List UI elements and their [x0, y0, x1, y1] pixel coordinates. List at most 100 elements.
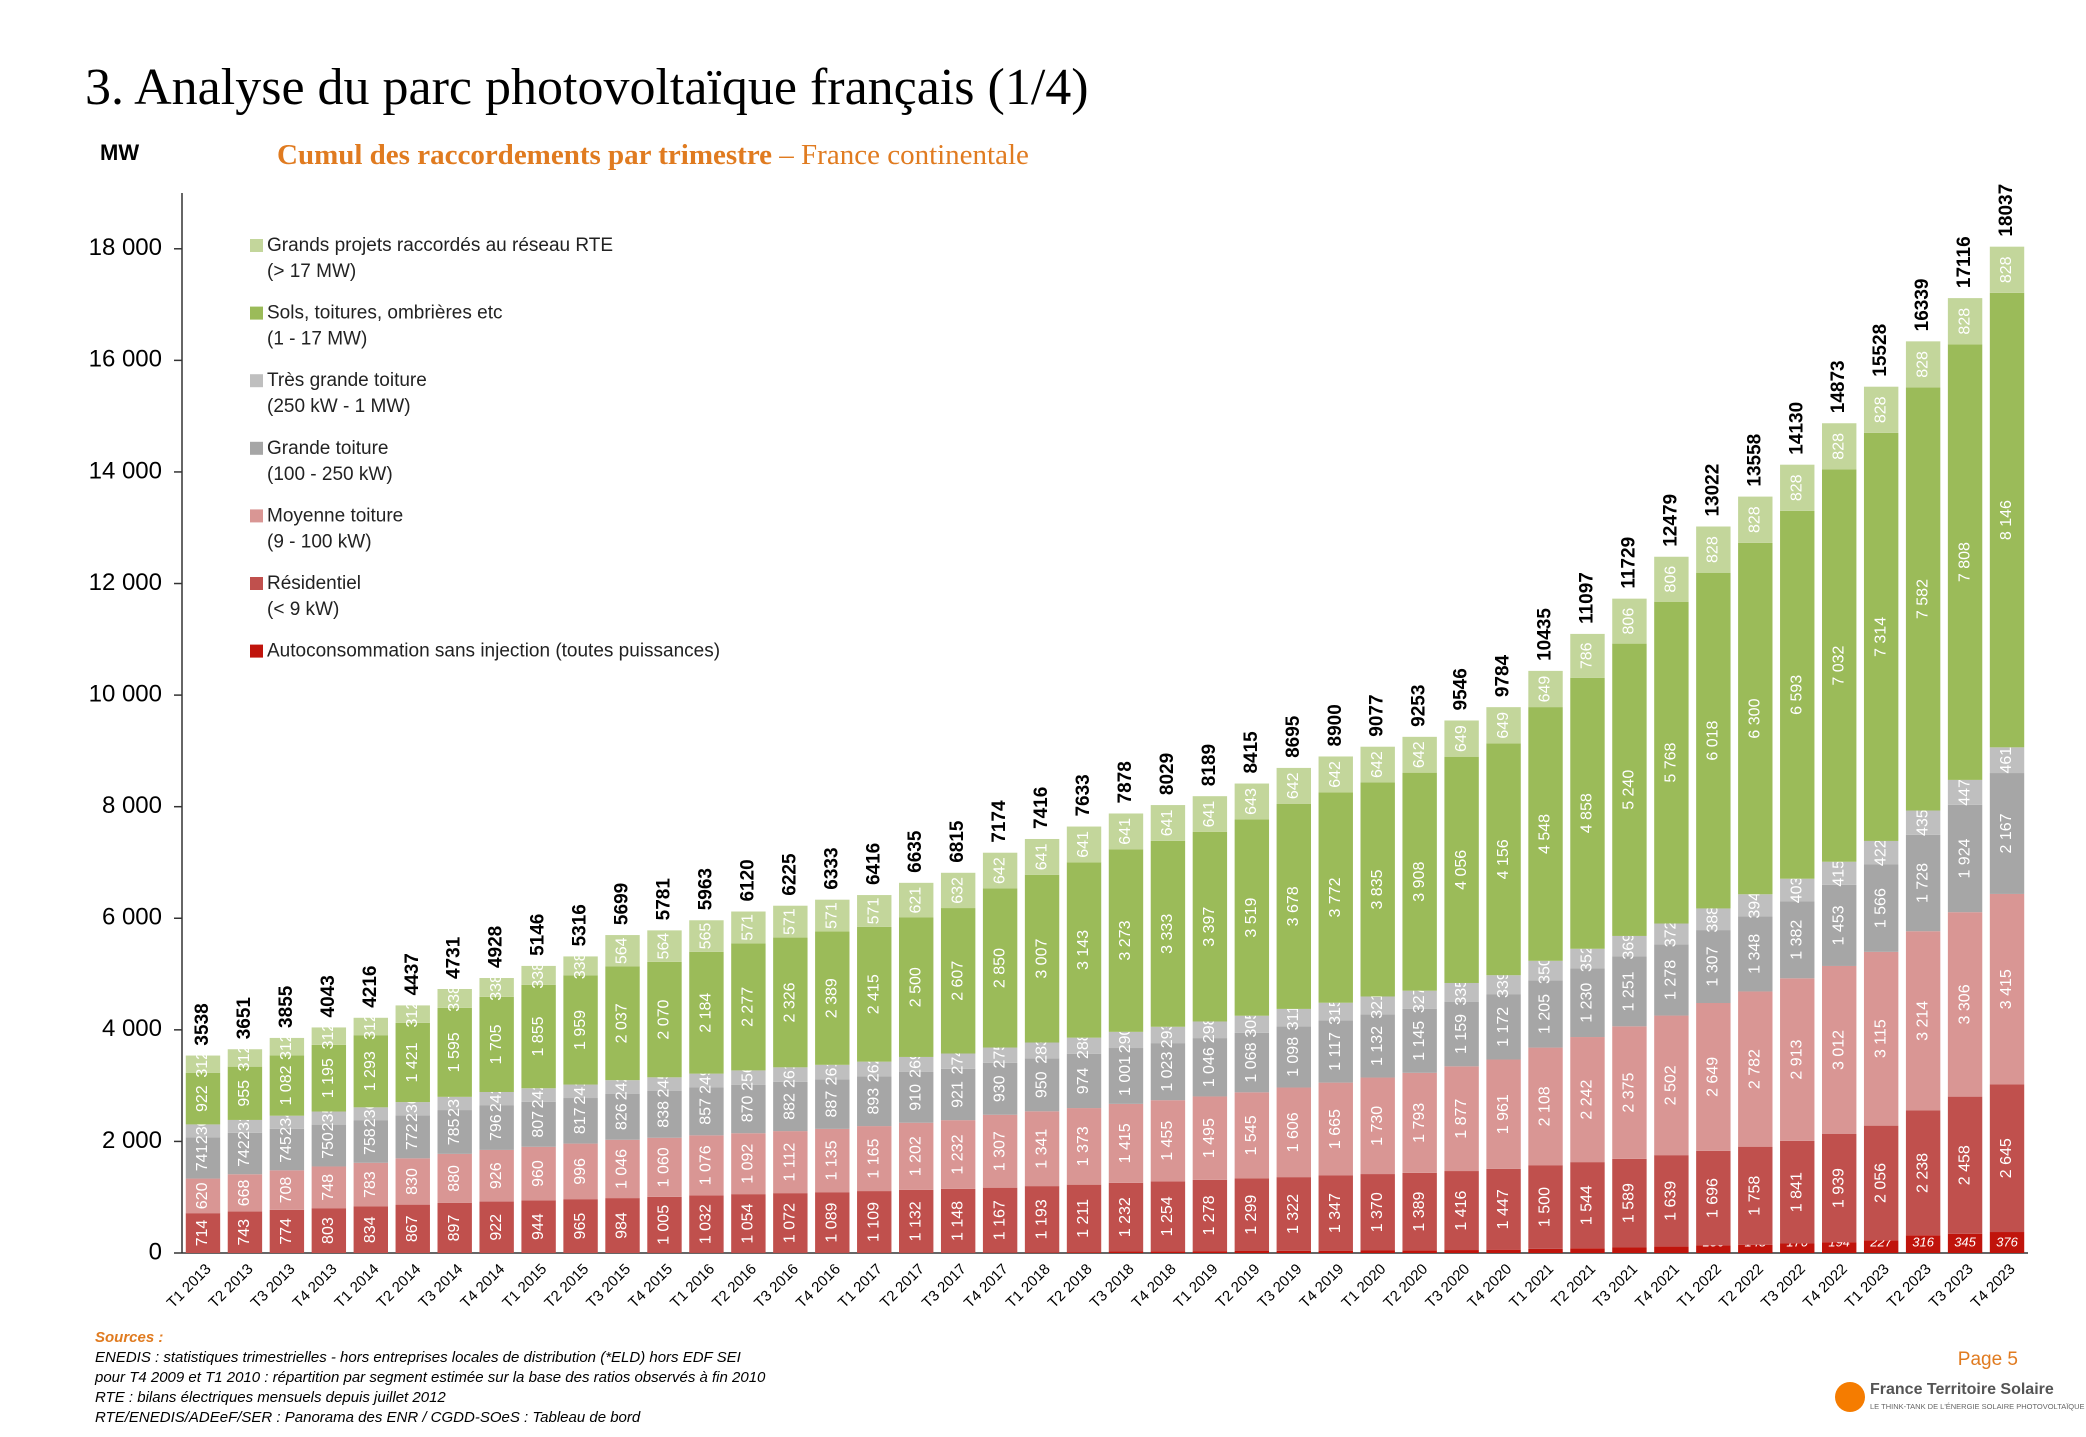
total-label: 7416: [1031, 787, 1052, 829]
segment-label: 571: [865, 898, 882, 925]
bar-segment: [1318, 792, 1353, 1003]
bar-segment: [982, 852, 1018, 889]
segment-label: 312: [236, 1045, 253, 1072]
y-tick-label: 2 000: [102, 1127, 162, 1154]
segment-label: 641: [1033, 843, 1050, 870]
bar-segment: [1150, 1026, 1186, 1044]
bar-segment: [1905, 810, 1941, 835]
segment-label: 1 606: [1285, 1112, 1302, 1152]
segment-label: 571: [740, 914, 757, 941]
legend-swatch: [250, 644, 263, 658]
segment-label: 8 146: [1998, 500, 2015, 540]
segment-label: 1 373: [1075, 1126, 1092, 1166]
bar-segment: [521, 1088, 556, 1102]
bar-segment: [1402, 772, 1437, 991]
bar-segment: [1192, 1021, 1228, 1039]
bar-segment: [1696, 1150, 1731, 1246]
bar-segment: [1108, 1251, 1144, 1253]
legend-label: Sols, toitures, ombrières etc: [267, 303, 502, 324]
legend-description: (100 - 250 kW): [267, 464, 393, 485]
segment-label: 1 076: [698, 1145, 715, 1185]
total-label: 5963: [695, 868, 716, 910]
segment-label: 708: [278, 1177, 295, 1204]
total-label: 15528: [1870, 324, 1891, 377]
segment-label: 7 032: [1830, 645, 1847, 685]
bar-segment: [1528, 1165, 1563, 1249]
segment-label: 893: [865, 1088, 882, 1115]
segment-label: 403: [1788, 877, 1805, 904]
segment-label: 1 195: [320, 1058, 337, 1098]
bar-segment: [1989, 773, 2025, 894]
bar-segment: [1780, 464, 1815, 511]
bar-segment: [1654, 556, 1689, 602]
total-label: 5316: [570, 904, 591, 946]
bar-segment: [521, 984, 556, 1089]
bar-segment: [1822, 423, 1857, 470]
bar-segment: [269, 1170, 305, 1210]
y-tick-label: 12 000: [89, 569, 162, 596]
segment-label: 974: [1075, 1067, 1092, 1094]
bar-segment: [227, 1119, 263, 1133]
bar-segment: [1822, 1134, 1857, 1243]
segment-label: 3 835: [1369, 869, 1386, 909]
legend-swatch: [250, 509, 263, 523]
bar-segment: [857, 1126, 892, 1192]
bar-segment: [437, 989, 472, 1008]
bar-segment: [1822, 469, 1857, 862]
bar-segment: [1696, 908, 1731, 931]
bar-segment: [689, 920, 724, 952]
bar-segment: [731, 1070, 766, 1085]
segment-label: 2 184: [698, 993, 715, 1033]
bar-segment: [689, 1087, 724, 1136]
segment-label: 642: [991, 857, 1008, 884]
chart-subtitle: Cumul des raccordements par trimestre – …: [277, 139, 1029, 171]
bar-segment: [395, 1115, 430, 1159]
bar-segment: [1822, 884, 1857, 966]
segment-label: 1 939: [1830, 1168, 1847, 1208]
bar-segment: [1234, 1250, 1270, 1253]
bar-segment: [857, 1191, 892, 1253]
segment-label: 2 649: [1705, 1057, 1722, 1097]
segment-label: 750: [320, 1132, 337, 1159]
total-label: 9546: [1451, 668, 1472, 710]
bar-segment: [1066, 1037, 1102, 1054]
bar-segment: [185, 1124, 221, 1138]
bar-segment: [269, 1209, 305, 1253]
bar-segment: [1444, 982, 1479, 1002]
bar-segment: [269, 1115, 305, 1129]
segment-label: 817: [572, 1107, 589, 1134]
segment-label: 4 156: [1495, 839, 1512, 879]
segment-label: 3 678: [1285, 886, 1302, 926]
bar-segment: [353, 1162, 388, 1207]
bar-segment: [689, 951, 724, 1074]
y-tick-label: 14 000: [89, 457, 162, 484]
bar-segment: [185, 1213, 221, 1253]
bar-segment: [1192, 831, 1228, 1022]
legend-label: Grande toiture: [267, 438, 388, 459]
bar-segment: [647, 1090, 682, 1138]
bar-segment: [773, 1131, 808, 1194]
bar-segment: [353, 1120, 388, 1163]
bar-segment: [1528, 670, 1563, 708]
segment-label: 290: [1117, 1026, 1134, 1053]
y-tick-label: 4 000: [102, 1015, 162, 1042]
bar-segment: [1318, 756, 1353, 793]
bar-segment: [1947, 1096, 1983, 1234]
segment-label: 1 159: [1453, 1014, 1470, 1054]
bar-segment: [1989, 747, 2025, 774]
segment-label: 3 306: [1956, 984, 1973, 1024]
bar-segment: [479, 978, 514, 997]
bar-segment: [311, 1027, 347, 1045]
segment-label: 786: [1579, 642, 1596, 669]
bar-segment: [1192, 1179, 1228, 1252]
bar-segment: [1024, 1058, 1060, 1112]
bar-segment: [1947, 912, 1983, 1097]
segment-label: 1 566: [1872, 888, 1889, 928]
total-label: 3855: [276, 985, 297, 1028]
total-label: 16339: [1912, 279, 1933, 332]
segment-label: 345: [1954, 1234, 1976, 1249]
bar-segment: [521, 965, 556, 985]
bar-segment: [1738, 1244, 1773, 1253]
segment-label: 867: [404, 1215, 421, 1242]
bar-segment: [1947, 344, 1983, 780]
